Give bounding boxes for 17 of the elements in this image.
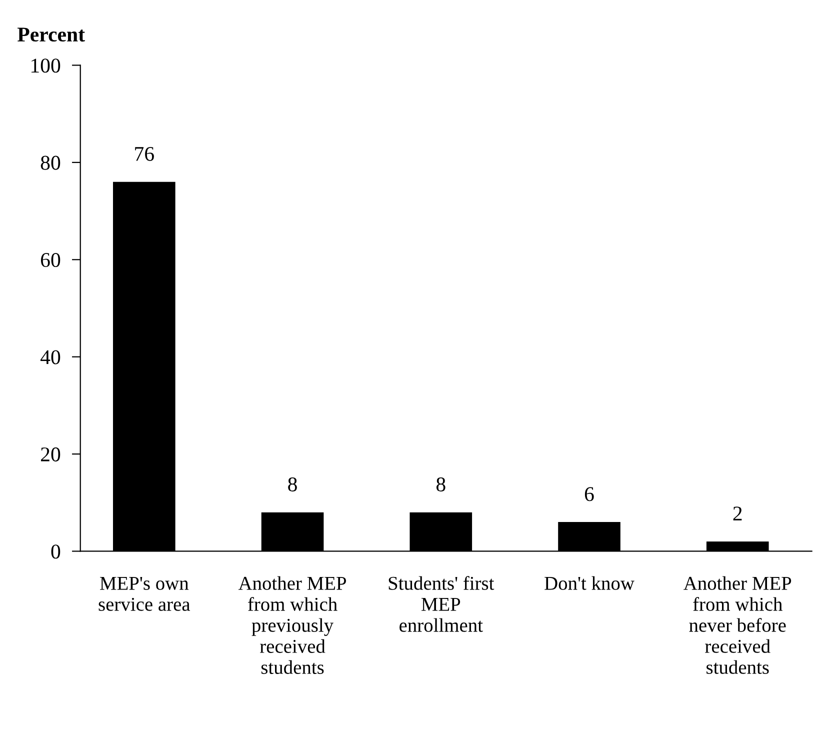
x-tick-label: Another MEP from which previously received students [238, 576, 346, 674]
y-tick-label: 60 [40, 253, 60, 268]
x-tick-label: Students' first MEP enrollment [388, 576, 494, 632]
y-axis-title: Percent [18, 28, 85, 42]
y-tick-label: 0 [51, 544, 60, 559]
x-tick-label: Don't know [544, 576, 634, 590]
data-label: 8 [436, 477, 446, 492]
y-tick-label: 20 [40, 447, 60, 462]
y-tick-label: 100 [32, 58, 60, 73]
y-tick-label: 40 [40, 350, 60, 364]
data-label: 8 [288, 477, 297, 492]
x-tick-label: Another MEP from which never before received students [684, 576, 792, 674]
data-label: 6 [584, 487, 594, 502]
data-label: 2 [733, 506, 742, 520]
data-label: 76 [135, 146, 154, 161]
y-tick-label: 80 [40, 156, 60, 170]
x-tick-label: MEP's own service area [98, 576, 190, 611]
